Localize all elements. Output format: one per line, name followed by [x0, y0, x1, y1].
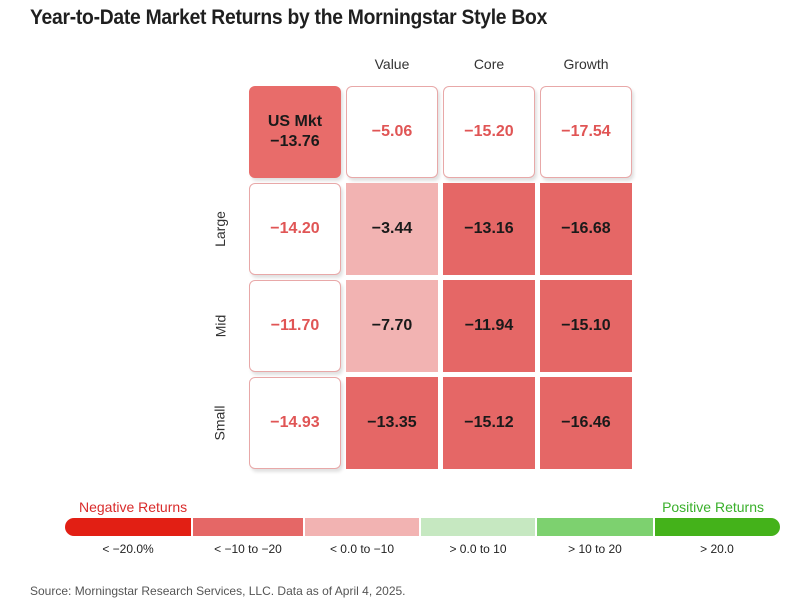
row-header-large: Large: [212, 211, 228, 247]
legend-range-neg10-neg20: < −10 to −20: [214, 542, 282, 556]
us-market-label: US Mkt: [267, 113, 323, 130]
legend-range-gt-20: > 20.0: [700, 542, 734, 556]
column-total-core: −15.20: [443, 86, 535, 178]
column-total-value: −5.06: [346, 86, 438, 178]
legend-range-10-20: > 10 to 20: [568, 542, 622, 556]
heatmap-cell-large-value: −3.44: [346, 183, 438, 275]
heatmap-cell-small-core: −15.12: [443, 377, 535, 469]
heatmap-cell-mid-core: −11.94: [443, 280, 535, 372]
legend-range-0-neg10: < 0.0 to −10: [329, 542, 395, 556]
heatmap-cell-large-core: −13.16: [443, 183, 535, 275]
row-total-mid: −11.70: [249, 280, 341, 372]
column-header-value: Value: [374, 56, 410, 72]
legend-swatch-neg10-neg20: [193, 518, 303, 536]
row-header-small: Small: [211, 405, 228, 441]
legend-swatch-0-10: [421, 518, 535, 536]
source-note: Source: Morningstar Research Services, L…: [30, 584, 406, 598]
heatmap-cell-large-growth: −16.68: [540, 183, 632, 275]
row-total-small: −14.93: [249, 377, 341, 469]
us-market-value: −13.76: [270, 133, 320, 150]
row-total-large: −14.20: [249, 183, 341, 275]
heatmap-cell-small-growth: −16.46: [540, 377, 632, 469]
row-header-mid: Mid: [212, 314, 228, 338]
heatmap-cell-small-value: −13.35: [346, 377, 438, 469]
legend-swatch-10-20: [537, 518, 653, 536]
column-total-growth: −17.54: [540, 86, 632, 178]
chart-title: Year-to-Date Market Returns by the Morni…: [30, 6, 548, 29]
heatmap-cell-mid-growth: −15.10: [540, 280, 632, 372]
legend-swatch-gt-20: [655, 518, 780, 536]
heatmap-cell-mid-value: −7.70: [346, 280, 438, 372]
legend-swatch-lt-neg20: [65, 518, 191, 536]
legend-negative-label: Negative Returns: [79, 499, 188, 515]
legend-range-0-10: > 0.0 to 10: [449, 542, 507, 556]
column-header-core: Core: [473, 56, 505, 72]
legend-positive-label: Positive Returns: [662, 499, 764, 515]
us-market-cell: US Mkt −13.76: [249, 86, 341, 178]
legend-swatch-0-neg10: [305, 518, 419, 536]
legend-range-lt-neg20: < −20.0%: [102, 542, 154, 556]
column-header-growth: Growth: [563, 56, 609, 72]
